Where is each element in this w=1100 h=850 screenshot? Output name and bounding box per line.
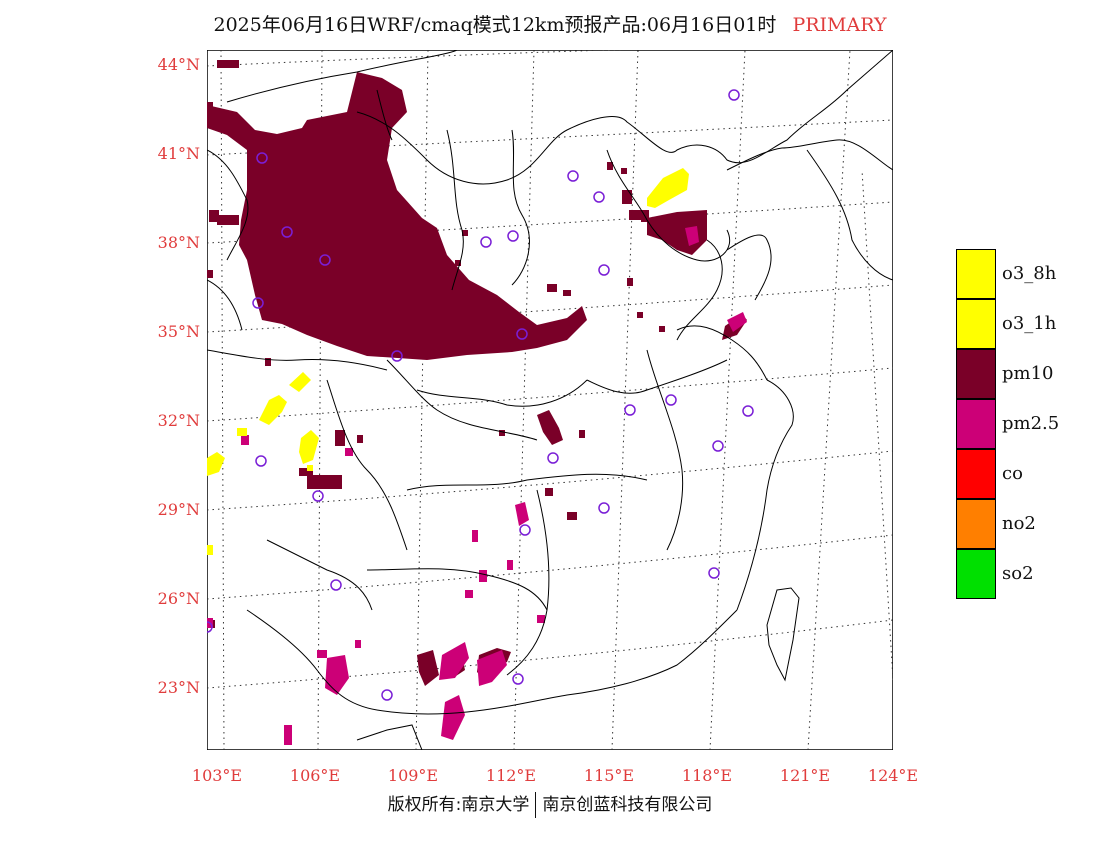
- lat-label-23: 23°N: [157, 678, 200, 697]
- forecast-map: [207, 50, 893, 750]
- lat-label-41: 41°N: [157, 144, 200, 163]
- copyright-footer: 版权所有:南京大学 南京创蓝科技有限公司: [0, 790, 1100, 818]
- title-text: 2025年06月16日WRF/cmaq模式12km预报产品:06月16日01时: [213, 14, 777, 36]
- lat-label-29: 29°N: [157, 500, 200, 519]
- longitude-gridlines: [220, 50, 893, 750]
- legend-label-o3-8h: o3_8h: [1002, 263, 1057, 284]
- taiwan-outline: [766, 587, 800, 682]
- legend-swatch-o3-8h: [956, 249, 996, 299]
- lat-label-32: 32°N: [157, 411, 200, 430]
- footer-separator: [535, 792, 537, 818]
- pm25-patches: [207, 226, 747, 745]
- legend-label-co: co: [1002, 463, 1023, 484]
- legend-swatch-so2: [956, 549, 996, 599]
- lon-label-124: 124°E: [867, 766, 919, 785]
- legend-swatch-o3-1h: [956, 299, 996, 349]
- lon-label-115: 115°E: [583, 766, 635, 785]
- lon-label-106: 106°E: [289, 766, 341, 785]
- o3-patches: [207, 168, 689, 555]
- province-boundaries: [207, 50, 893, 715]
- lon-label-112: 112°E: [485, 766, 537, 785]
- legend-swatch-no2: [956, 499, 996, 549]
- lon-label-103: 103°E: [191, 766, 243, 785]
- legend-label-so2: so2: [1002, 563, 1034, 584]
- lat-label-35: 35°N: [157, 322, 200, 341]
- lat-label-44: 44°N: [157, 55, 200, 74]
- copyright-left: 版权所有:南京大学: [387, 795, 530, 815]
- hainan-outline: [356, 724, 423, 750]
- legend-label-o3-1h: o3_1h: [1002, 313, 1057, 334]
- legend-swatch-pm25: [956, 399, 996, 449]
- title-tag: PRIMARY: [792, 14, 887, 36]
- lat-label-38: 38°N: [157, 233, 200, 252]
- lon-label-109: 109°E: [387, 766, 439, 785]
- legend-label-no2: no2: [1002, 513, 1036, 534]
- legend-swatch-co: [956, 449, 996, 499]
- legend-swatch-pm10: [956, 349, 996, 399]
- lon-label-118: 118°E: [681, 766, 733, 785]
- station-markers: [207, 89, 754, 701]
- copyright-right: 南京创蓝科技有限公司: [542, 795, 713, 815]
- latitude-gridlines: [207, 50, 893, 689]
- legend-label-pm10: pm10: [1002, 363, 1054, 384]
- legend-label-pm25: pm2.5: [1002, 413, 1060, 434]
- lon-label-121: 121°E: [779, 766, 831, 785]
- lat-label-26: 26°N: [157, 589, 200, 608]
- map-title: 2025年06月16日WRF/cmaq模式12km预报产品:06月16日01时 …: [0, 10, 1100, 37]
